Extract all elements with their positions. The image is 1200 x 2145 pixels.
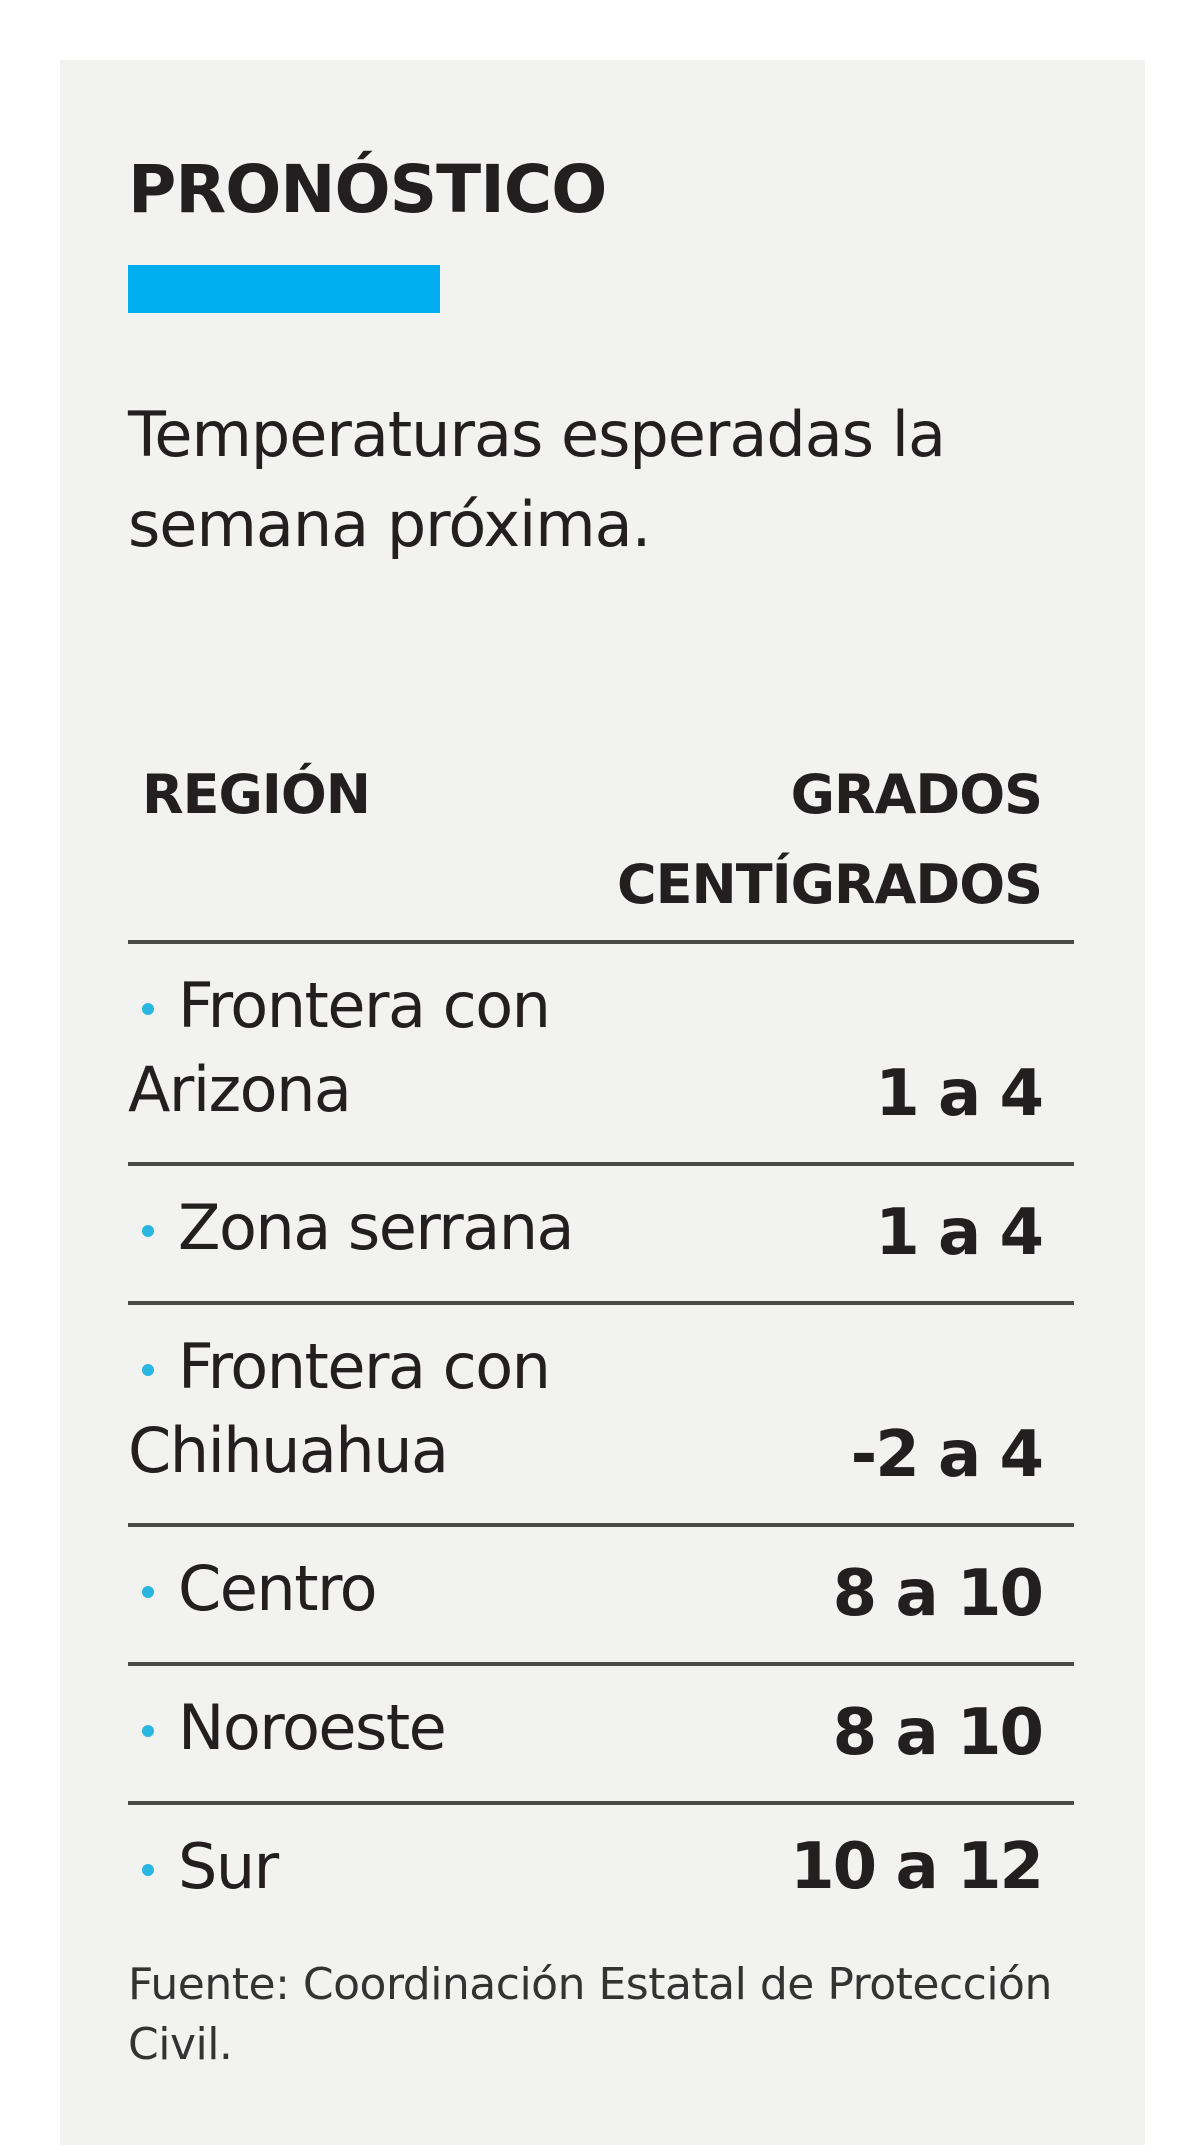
region-name: Noroeste [178, 1691, 447, 1764]
subtitle: Temperaturas esperadas la semana próxima… [128, 398, 946, 561]
region-name: Sur [178, 1830, 279, 1903]
temperature-range: 1 a 4 [875, 1057, 1044, 1131]
temperature-range: 1 a 4 [875, 1196, 1044, 1270]
table-row: Noroeste 8 a 10 [128, 1666, 1074, 1805]
bullet-dot-icon [142, 1364, 154, 1376]
title-accent-bar [128, 265, 440, 313]
forecast-table: REGIÓN GRADOS CENTÍGRADOS Frontera con A… [128, 740, 1074, 1935]
bullet-dot-icon [142, 1725, 154, 1737]
column-header-degrees: GRADOS CENTÍGRADOS [617, 763, 1043, 916]
page-title: PRONÓSTICO [128, 151, 607, 228]
region-cell: Zona serrana [128, 1186, 768, 1270]
region-name: Frontera con Chihuahua [128, 1330, 551, 1487]
temperature-range: 8 a 10 [832, 1557, 1044, 1631]
region-name: Zona serrana [178, 1191, 575, 1264]
bullet-dot-icon [142, 1864, 154, 1876]
bullet-dot-icon [142, 1003, 154, 1015]
table-row: Zona serrana 1 a 4 [128, 1166, 1074, 1305]
column-header-region: REGIÓN [142, 763, 371, 826]
region-cell: Centro [128, 1547, 768, 1631]
temperature-range: 10 a 12 [790, 1830, 1044, 1904]
source-note: Fuente: Coordinación Estatal de Protecci… [128, 1959, 1052, 2070]
bullet-dot-icon [142, 1586, 154, 1598]
forecast-panel: PRONÓSTICO Temperaturas esperadas la sem… [60, 60, 1145, 2145]
temperature-range: -2 a 4 [850, 1418, 1044, 1492]
table-row: Sur 10 a 12 [128, 1805, 1074, 1935]
temperature-range: 8 a 10 [832, 1696, 1044, 1770]
table-row: Frontera con Chihuahua -2 a 4 [128, 1305, 1074, 1527]
region-cell: Noroeste [128, 1686, 768, 1770]
table-header: REGIÓN GRADOS CENTÍGRADOS [128, 740, 1074, 944]
table-row: Centro 8 a 10 [128, 1527, 1074, 1666]
region-name: Centro [178, 1552, 378, 1625]
table-row: Frontera con Arizona 1 a 4 [128, 944, 1074, 1166]
region-cell: Frontera con Arizona [128, 964, 768, 1132]
bullet-dot-icon [142, 1225, 154, 1237]
region-cell: Sur [128, 1825, 768, 1909]
region-cell: Frontera con Chihuahua [128, 1325, 768, 1493]
region-name: Frontera con Arizona [128, 969, 551, 1126]
